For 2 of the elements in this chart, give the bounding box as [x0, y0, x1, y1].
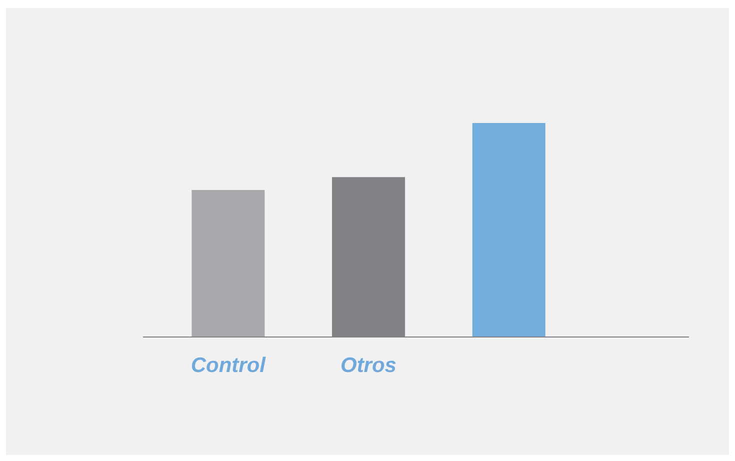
x-tick-label: Control: [190, 354, 267, 377]
x-tick-label: Otros: [340, 354, 397, 377]
